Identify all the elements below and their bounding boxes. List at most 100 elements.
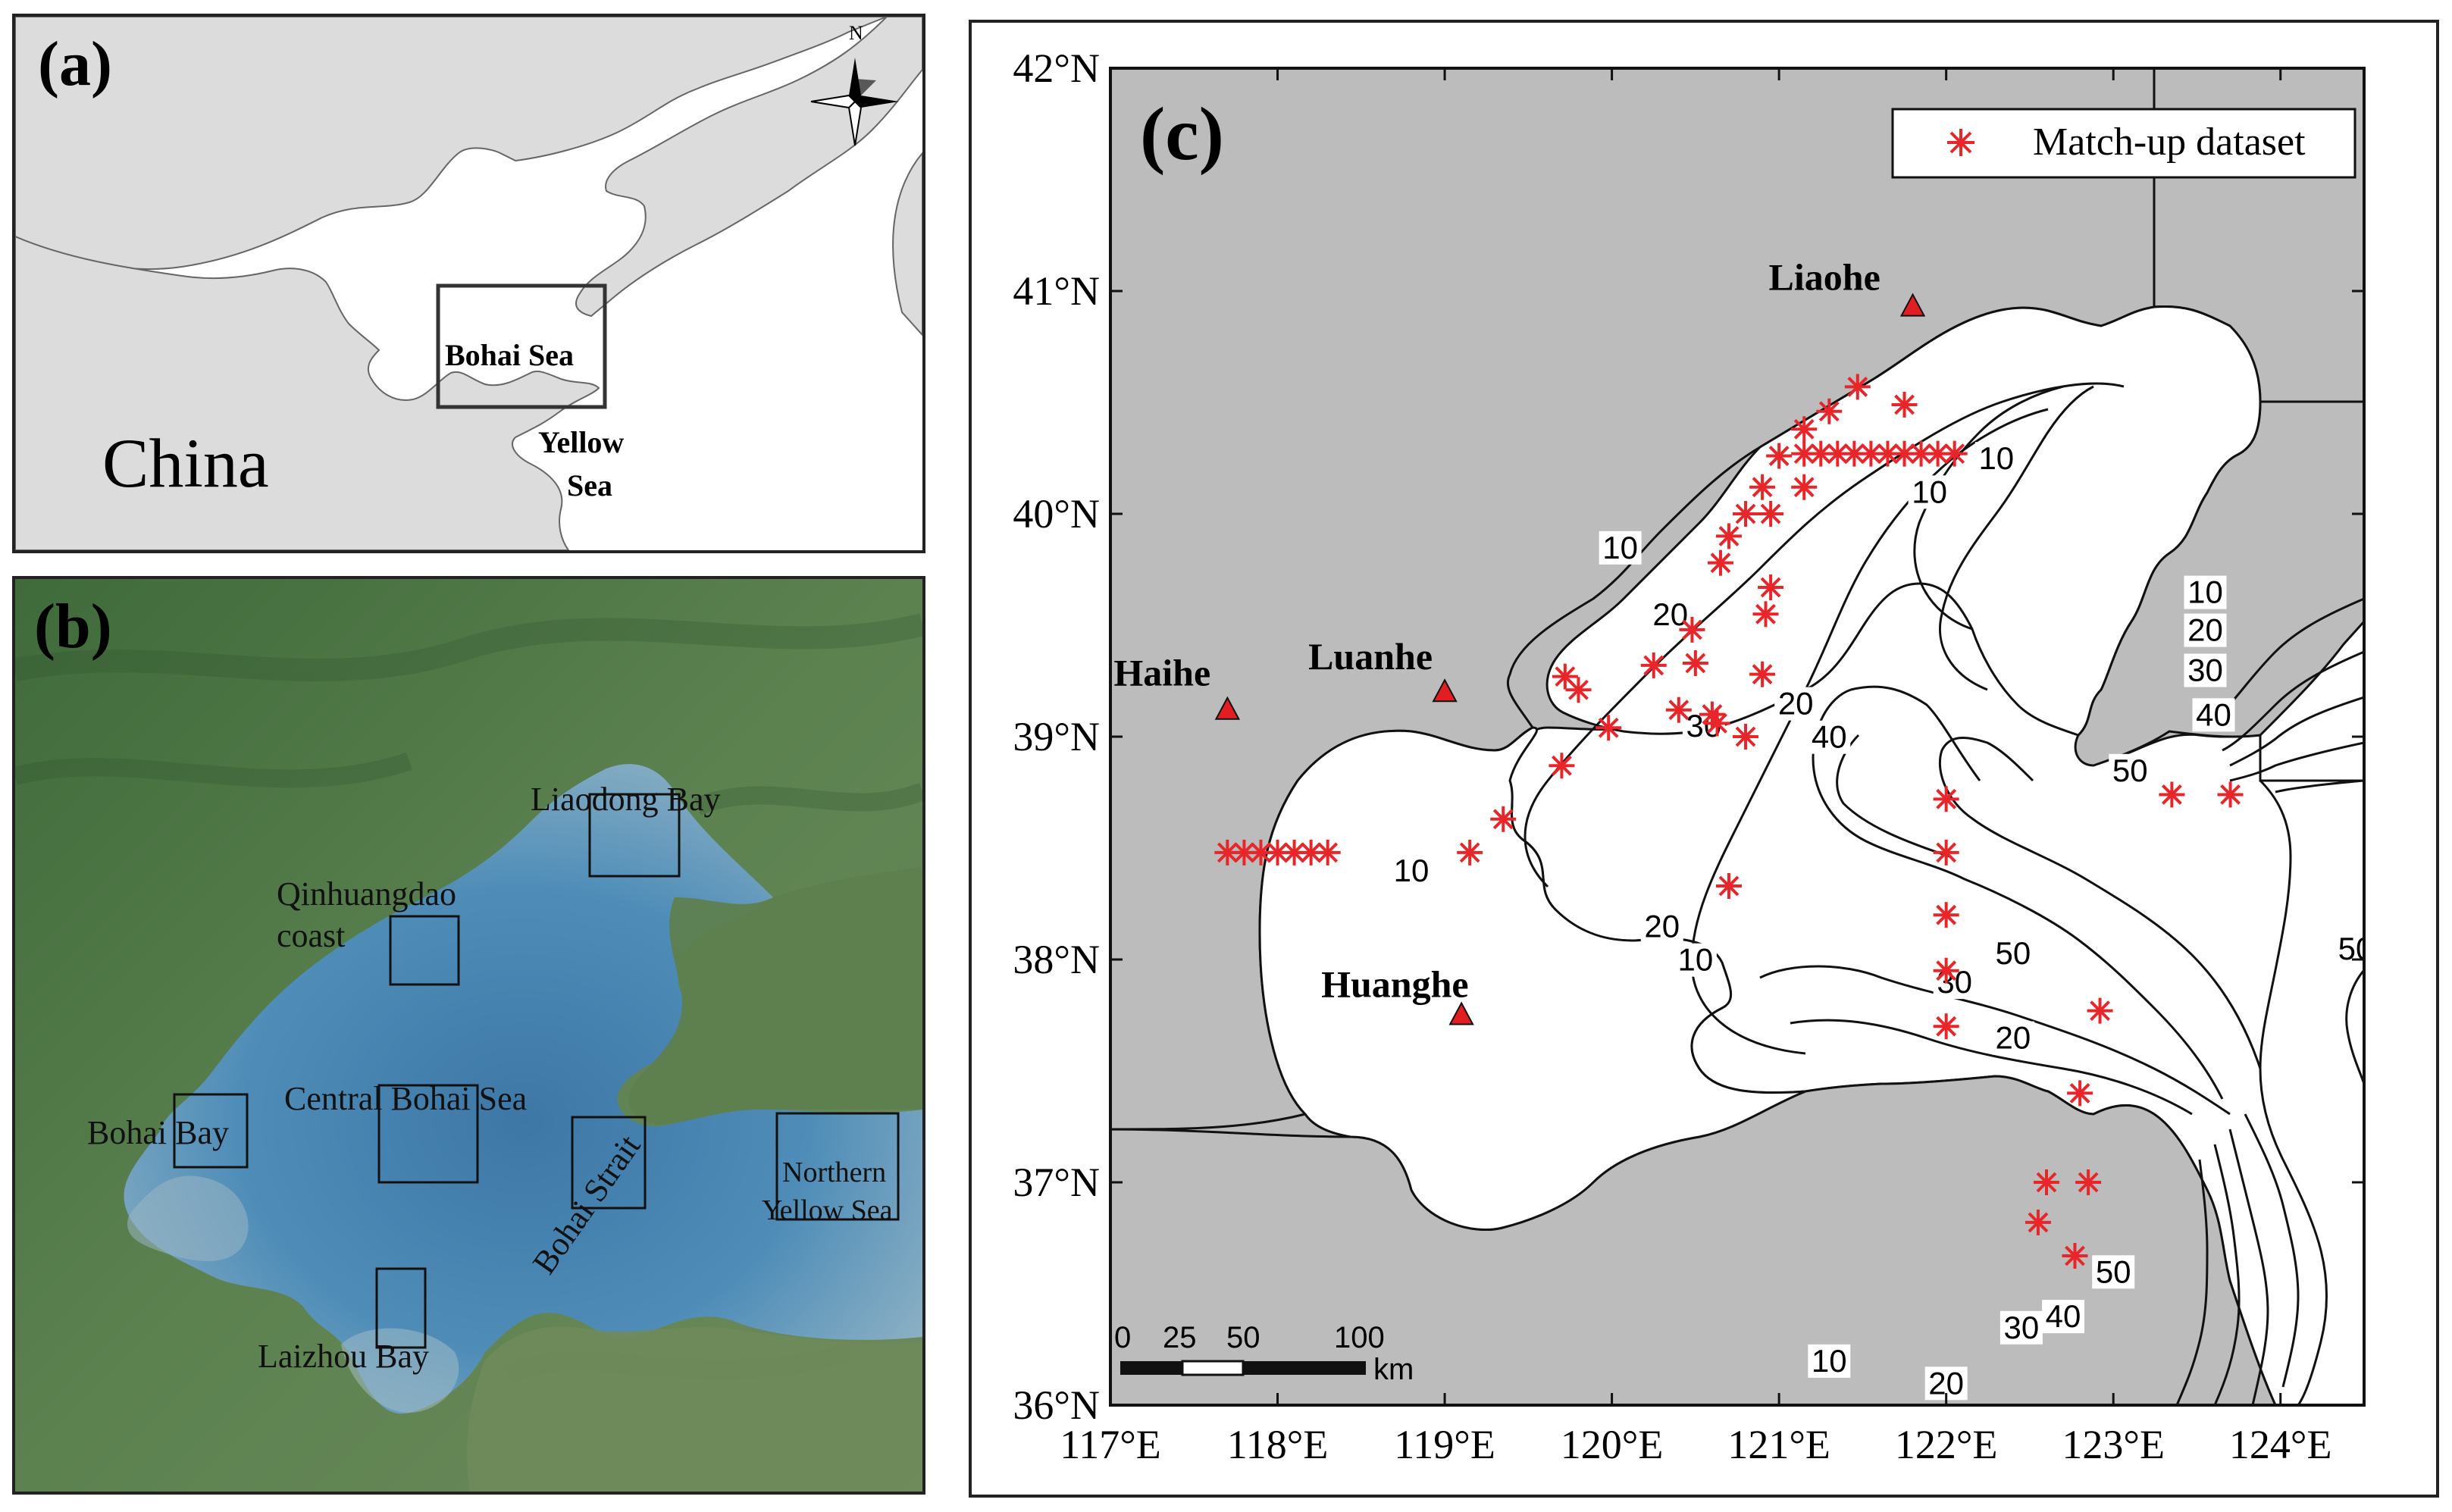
contour-label: 20: [2187, 612, 2223, 648]
matchup-point-icon: [1933, 957, 1959, 984]
overview-map-svg: (a) China Bohai Sea Yellow Sea N: [15, 17, 922, 550]
matchup-point-icon: [1707, 549, 1733, 576]
liaodong-bay-box: [588, 793, 681, 878]
scale-segment-1: [1120, 1361, 1182, 1375]
scale-label-25: 25: [1163, 1321, 1197, 1354]
matchup-point-icon: [2075, 1169, 2102, 1195]
satellite-shandong: [467, 1326, 922, 1492]
scale-label-100: 100: [1334, 1321, 1385, 1354]
scale-label-50: 50: [1226, 1321, 1260, 1354]
river-label: Huanghe: [1321, 963, 1469, 1006]
matchup-point-icon: [1758, 501, 1784, 527]
contour-label: 10: [2187, 574, 2223, 610]
lon-tick-label: 117°E: [1060, 1422, 1161, 1467]
contour-label-bg: [1599, 531, 1642, 565]
contour-label-bg: [1991, 936, 2034, 970]
laizhou-bay-box: [375, 1267, 427, 1349]
matchup-point-icon: [1679, 616, 1705, 643]
liaodong-bay-label: Liaodong Bay: [531, 781, 721, 818]
lat-tick-label: 38°N: [1013, 937, 1100, 982]
lat-tick-label: 36°N: [1013, 1382, 1100, 1428]
compass-rose-icon: [810, 58, 899, 146]
matchup-point-icon: [1733, 724, 1759, 750]
river-markers: Liaohe Luanhe Haihe Huanghe: [1113, 256, 1926, 1025]
contour-label-bg: [1389, 854, 1433, 888]
lon-tick-label: 119°E: [1394, 1422, 1495, 1467]
legend-label: Match-up dataset: [2033, 121, 2306, 164]
contour-label-bg: [2184, 613, 2227, 647]
panel-a-label: (a): [38, 29, 112, 99]
matchup-point-icon: [1933, 839, 1959, 866]
axis-ticks: 117°E 118°E 119°E 120°E 121°E 122°E 123°E 124°E…: [1013, 45, 2364, 1467]
contour-label-bg: [1649, 598, 1692, 631]
scale-segment-2: [1181, 1360, 1245, 1376]
matchup-point-icon: [2067, 1080, 2093, 1107]
north-yellow-sea-water: [2259, 619, 2364, 782]
matchup-point-icon: [1791, 416, 1818, 443]
matchup-point-icon: [1749, 661, 1776, 687]
overview-mainland: [15, 17, 888, 271]
panel-a-overview-map: (a) China Bohai Sea Yellow Sea N: [12, 14, 925, 553]
contour-label: 10: [1912, 474, 1947, 509]
river-label: Haihe: [1113, 652, 1210, 694]
satellite-liaodong-peninsula: [629, 867, 922, 1125]
lat-tick-label: 39°N: [1013, 714, 1100, 759]
northern-yellow-sea-label-line1: Northern: [782, 1157, 886, 1188]
matchup-point-icon: [1682, 650, 1708, 676]
matchup-point-icon: [1941, 440, 1968, 467]
lon-tick-label: 122°E: [1895, 1422, 1998, 1467]
contour-label: 30: [2187, 653, 2223, 688]
contour-label-bg: [1999, 1310, 2043, 1345]
central-bohai-sea-box: [377, 1084, 479, 1184]
laizhou-bay-label: Laizhou Bay: [258, 1338, 429, 1375]
matchup-point-icon: [1766, 443, 1793, 469]
contour-label: 50: [2338, 931, 2374, 966]
matchup-point-icon: [1749, 474, 1776, 500]
matchup-point-icon: [1752, 601, 1779, 628]
contour-label: 50: [2096, 1254, 2131, 1289]
matchup-point-icon: [1715, 523, 1742, 549]
contour-label-bg: [2192, 698, 2235, 732]
matchup-point-icon: [1733, 501, 1759, 527]
matchup-point-icon: [1248, 839, 1274, 866]
matchup-point-icon: [1549, 753, 1575, 779]
yellow-sea-label-line1: Yellow: [538, 425, 624, 459]
contour-label: 30: [2004, 1310, 2040, 1345]
north-label: N: [849, 22, 863, 44]
satellite-turbid-water: [127, 1175, 249, 1261]
bohai-region-box: [436, 283, 607, 409]
contour-label: 20: [1652, 596, 1688, 632]
contour-label: 10: [1678, 942, 1714, 978]
matchup-point-icon: [1565, 677, 1592, 703]
contour-label-bg: [1991, 1021, 2034, 1055]
scale-label-0: 0: [1114, 1321, 1131, 1354]
lat-tick-label: 42°N: [1013, 45, 1100, 91]
contour-label-bg: [1974, 442, 2018, 476]
satellite-map-svg: (b) Liaodong Bay Qinhuangdao coast Bohai…: [15, 579, 922, 1492]
contour-label-bg: [2109, 753, 2152, 787]
matchup-point-icon: [1933, 902, 1959, 928]
panel-c-label: (c): [1140, 92, 1224, 176]
satellite-turbid-laizhou: [341, 1328, 459, 1413]
lon-tick-label: 124°E: [2229, 1422, 2332, 1467]
panel-b-label: (b): [34, 591, 112, 662]
matchup-point-icon: [1665, 697, 1692, 723]
legend: Match-up dataset: [1891, 108, 2356, 179]
matchup-point-icon: [1816, 398, 1843, 424]
matchup-point-icon: [2033, 1169, 2059, 1195]
matchup-point-icon: [2087, 997, 2113, 1024]
matchup-point-icon: [2159, 781, 2185, 808]
matchup-point-icon: [2217, 781, 2244, 808]
bohai-sea-label: Bohai Sea: [445, 338, 574, 372]
bohai-bay-box: [173, 1093, 249, 1169]
bathymetry-contours: [1523, 382, 2364, 1405]
liaodong-bay-water: [1545, 305, 2262, 737]
qinhuangdao-coast-box: [389, 915, 460, 986]
river-mouth-triangle-icon: [1899, 293, 1926, 317]
matchup-point-icon: [1704, 710, 1730, 737]
satellite-bohai-water: [124, 764, 922, 1414]
matchup-point-icon: [1596, 715, 1622, 741]
contour-label: 50: [1996, 935, 2031, 971]
northern-yellow-sea-label-line2: Yellow Sea: [762, 1194, 893, 1226]
